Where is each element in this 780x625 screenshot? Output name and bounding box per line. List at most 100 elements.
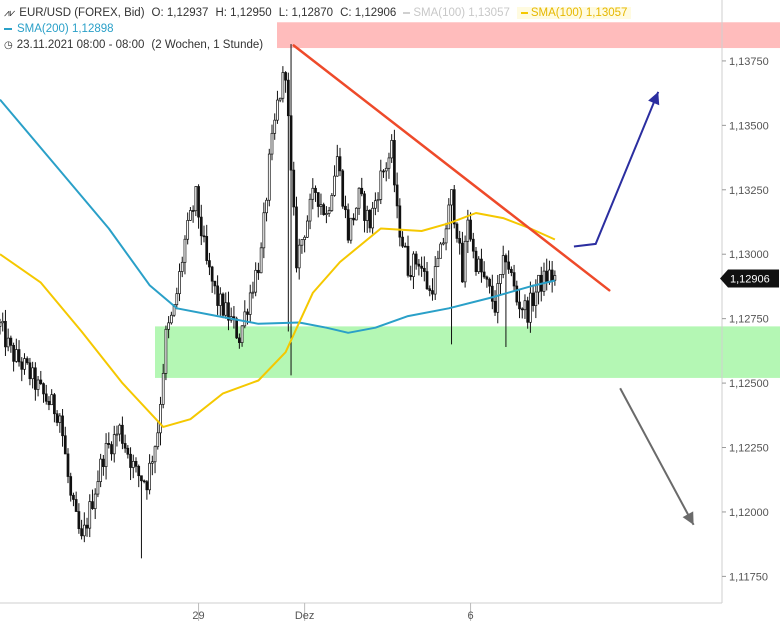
candle (311, 178, 315, 210)
candle (6, 328, 10, 352)
candle (34, 362, 37, 401)
candle (335, 144, 339, 177)
down-arrow-head (682, 511, 694, 525)
candle (0, 318, 2, 335)
candle-body (246, 311, 249, 315)
candle (276, 90, 279, 124)
sma100-legend[interactable]: SMA(100) 1,13057 (516, 7, 632, 19)
down-arrow (619, 387, 695, 526)
candle (61, 408, 64, 447)
candle (393, 129, 396, 193)
sma100-faded-legend[interactable]: SMA(100) 1,13057 (403, 7, 510, 19)
candle (436, 250, 440, 268)
high-value: H: 1,12950 (215, 7, 272, 19)
candle (1, 312, 5, 332)
candle-body (123, 443, 127, 449)
candle-body (167, 322, 170, 330)
close-value: C: 1,12906 (340, 7, 397, 19)
candle-body (316, 192, 320, 207)
candle (496, 274, 500, 324)
candle (390, 134, 394, 163)
candle (354, 207, 358, 221)
candles-layer (0, 44, 557, 559)
candle-body (20, 361, 24, 370)
candle (202, 225, 206, 243)
candle-body (178, 271, 181, 295)
candle-body (379, 170, 383, 200)
candle (170, 311, 173, 325)
candle (85, 517, 89, 537)
candle (344, 195, 347, 219)
candle-body (172, 304, 176, 316)
candle (227, 291, 230, 331)
candle (4, 309, 7, 356)
support-zone (155, 326, 780, 378)
candle (186, 212, 190, 245)
candle (303, 235, 306, 253)
candle (501, 245, 505, 279)
candle-body (349, 217, 353, 241)
candle (333, 165, 336, 197)
candle-body (265, 199, 268, 214)
candle (463, 235, 467, 288)
candle-body (4, 320, 7, 348)
candle-body (235, 318, 238, 339)
candle (153, 445, 157, 474)
candle-body (270, 132, 274, 155)
candle (55, 410, 59, 427)
candle-body (534, 291, 538, 306)
x-tick-label: 6 (467, 610, 473, 622)
candle (12, 342, 15, 372)
candle (96, 470, 100, 498)
candle-body (153, 446, 157, 463)
candle (379, 159, 383, 205)
candle (134, 457, 138, 473)
y-tick-label: 1,13000 (729, 249, 769, 261)
candle-body (401, 236, 404, 247)
candle-body (363, 193, 366, 221)
candle-body (466, 219, 470, 242)
candle-body (93, 493, 97, 510)
candle (322, 202, 326, 216)
candle (17, 340, 21, 367)
candle-body (311, 187, 315, 200)
candle (360, 177, 364, 197)
candle-body (297, 244, 301, 269)
candle-body (442, 242, 445, 245)
candle (349, 217, 353, 244)
x-tick-label: Dez (295, 610, 315, 622)
candle-body (53, 394, 56, 415)
candle (401, 231, 404, 248)
candle-body (360, 187, 364, 195)
candle-body (186, 220, 190, 240)
candle-body (485, 276, 489, 280)
candle-body (420, 265, 423, 269)
candle (267, 148, 271, 207)
candle (414, 251, 418, 270)
candle (31, 361, 34, 389)
candle (368, 209, 372, 233)
candle (482, 261, 486, 279)
candle (257, 262, 260, 280)
candle-body (368, 209, 372, 229)
candle-body (82, 524, 86, 537)
candle-body (455, 223, 459, 239)
candle (518, 289, 521, 319)
candle (507, 250, 510, 274)
candle (148, 454, 151, 495)
candle (145, 480, 149, 500)
candle-body (194, 186, 198, 212)
candle (346, 203, 350, 244)
candle-body (142, 480, 146, 483)
x-axis: 29 Dez 6 (0, 602, 722, 622)
candle-body (526, 300, 530, 323)
candle (199, 204, 203, 246)
candle-body (58, 415, 62, 423)
legend-line-2[interactable]: SMA(200) 1,12898 (4, 21, 114, 37)
candle (289, 44, 293, 376)
candle (91, 489, 94, 510)
candle-body (276, 99, 279, 121)
candle (69, 472, 73, 502)
candle-body (191, 210, 195, 212)
